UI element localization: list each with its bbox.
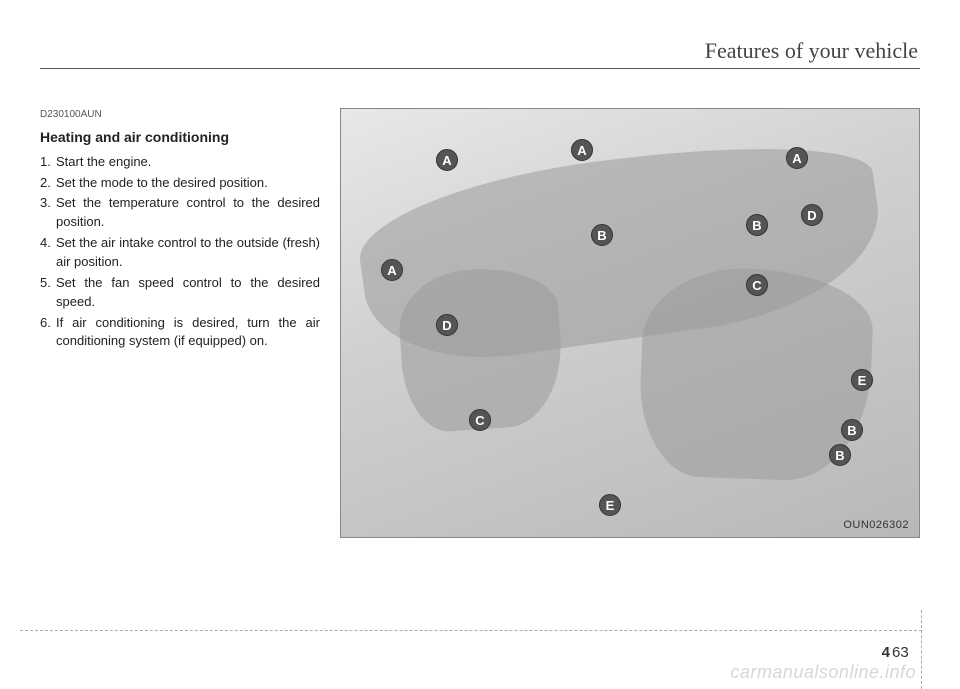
step-number: 2.	[40, 174, 56, 193]
vent-label-b: B	[841, 419, 863, 441]
page-footer: 463	[868, 644, 918, 661]
step-text: Set the air intake control to the outsid…	[56, 234, 320, 272]
vent-label-a: A	[786, 147, 808, 169]
vent-label-c: C	[469, 409, 491, 431]
step-item: 3.Set the temperature control to the des…	[40, 194, 320, 232]
page-number: 63	[892, 644, 918, 661]
header-title: Features of your vehicle	[705, 38, 918, 64]
page: Features of your vehicle D230100AUN Heat…	[0, 0, 960, 689]
step-number: 4.	[40, 234, 56, 272]
vent-label-a: A	[571, 139, 593, 161]
trim-line-horizontal	[20, 630, 922, 631]
vent-label-e: E	[599, 494, 621, 516]
step-text: If air conditioning is desired, turn the…	[56, 314, 320, 352]
steps-list: 1.Start the engine. 2.Set the mode to th…	[40, 153, 320, 351]
step-item: 4.Set the air intake control to the outs…	[40, 234, 320, 272]
figure: A A A A B B B B C C D D E E OUN026302	[340, 108, 920, 538]
vent-label-d: D	[436, 314, 458, 336]
section-heading: Heating and air conditioning	[40, 127, 320, 147]
vent-label-b: B	[746, 214, 768, 236]
section-number: 4	[868, 644, 890, 661]
step-item: 5.Set the fan speed control to the desir…	[40, 274, 320, 312]
step-number: 3.	[40, 194, 56, 232]
vent-label-d: D	[801, 204, 823, 226]
trim-line-vertical	[921, 610, 922, 689]
figure-code: OUN026302	[843, 519, 909, 531]
header-rule	[40, 68, 920, 69]
vent-label-a: A	[381, 259, 403, 281]
vent-label-b: B	[829, 444, 851, 466]
step-number: 5.	[40, 274, 56, 312]
step-number: 6.	[40, 314, 56, 352]
step-item: 6.If air conditioning is desired, turn t…	[40, 314, 320, 352]
step-text: Start the engine.	[56, 153, 320, 172]
vent-label-c: C	[746, 274, 768, 296]
watermark: carmanualsonline.info	[730, 662, 916, 683]
step-item: 1.Start the engine.	[40, 153, 320, 172]
vent-label-e: E	[851, 369, 873, 391]
step-number: 1.	[40, 153, 56, 172]
step-text: Set the fan speed control to the desired…	[56, 274, 320, 312]
vent-label-b: B	[591, 224, 613, 246]
step-item: 2.Set the mode to the desired position.	[40, 174, 320, 193]
left-column: D230100AUN Heating and air conditioning …	[40, 108, 320, 538]
step-text: Set the mode to the desired position.	[56, 174, 320, 193]
doc-id: D230100AUN	[40, 108, 320, 123]
vent-label-a: A	[436, 149, 458, 171]
content-row: D230100AUN Heating and air conditioning …	[40, 108, 920, 538]
step-text: Set the temperature control to the desir…	[56, 194, 320, 232]
